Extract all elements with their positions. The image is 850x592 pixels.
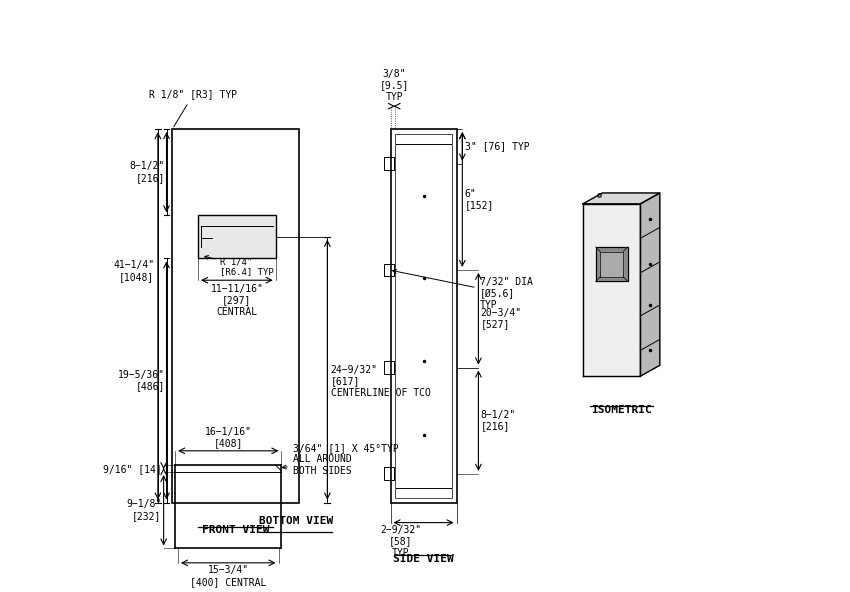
Text: 8−1/2"
[216]: 8−1/2" [216] xyxy=(481,410,516,432)
Polygon shape xyxy=(583,204,640,376)
Polygon shape xyxy=(600,252,623,277)
Text: SIDE VIEW: SIDE VIEW xyxy=(394,554,454,564)
Text: 2−9/32"
[58]
TYP: 2−9/32" [58] TYP xyxy=(380,525,421,558)
Polygon shape xyxy=(596,247,628,281)
Bar xyxy=(383,468,394,480)
Polygon shape xyxy=(640,193,660,376)
Text: R 1/4"
[R6.4] TYP: R 1/4" [R6.4] TYP xyxy=(205,256,274,276)
Text: 16−1/16"
[408]: 16−1/16" [408] xyxy=(205,427,252,449)
Text: ISOMETRIC: ISOMETRIC xyxy=(591,405,652,415)
Text: 3/64" [1] X 45°TYP
ALL AROUND
BOTH SIDES: 3/64" [1] X 45°TYP ALL AROUND BOTH SIDES xyxy=(282,443,399,476)
Text: 8−1/2"
[216]: 8−1/2" [216] xyxy=(129,162,165,183)
Text: FRONT VIEW: FRONT VIEW xyxy=(201,526,269,536)
Text: BOTTOM VIEW: BOTTOM VIEW xyxy=(258,516,333,526)
Polygon shape xyxy=(583,193,660,204)
Bar xyxy=(173,129,298,503)
Text: 3/8"
[9.5]
TYP: 3/8" [9.5] TYP xyxy=(380,69,409,102)
Bar xyxy=(198,215,275,258)
Text: 3" [76] TYP: 3" [76] TYP xyxy=(465,141,530,152)
Bar xyxy=(383,361,394,374)
Bar xyxy=(395,134,452,498)
Text: 15−3/4"
[400] CENTRAL: 15−3/4" [400] CENTRAL xyxy=(190,565,266,587)
Text: 20−3/4"
[527]: 20−3/4" [527] xyxy=(481,308,522,330)
Text: 9−1/8"
[232]: 9−1/8" [232] xyxy=(126,500,162,521)
Bar xyxy=(383,157,394,170)
Text: 41−1/4"
[1048]: 41−1/4" [1048] xyxy=(113,260,155,282)
Text: 7/32" DIA
[Ø5.6]
TYP: 7/32" DIA [Ø5.6] TYP xyxy=(393,269,532,310)
Bar xyxy=(390,129,456,503)
Text: 9/16" [14]: 9/16" [14] xyxy=(103,464,162,474)
Bar xyxy=(383,263,394,276)
Text: 6"
[152]: 6" [152] xyxy=(465,189,494,210)
Text: 19−5/36"
[486]: 19−5/36" [486] xyxy=(118,369,165,391)
Text: 11−11/16"
[297]
CENTRAL: 11−11/16" [297] CENTRAL xyxy=(211,284,264,317)
Text: 24−9/32"
[617]
CENTERLINE OF TCO: 24−9/32" [617] CENTERLINE OF TCO xyxy=(331,365,431,398)
Text: R 1/8" [R3] TYP: R 1/8" [R3] TYP xyxy=(150,89,237,127)
